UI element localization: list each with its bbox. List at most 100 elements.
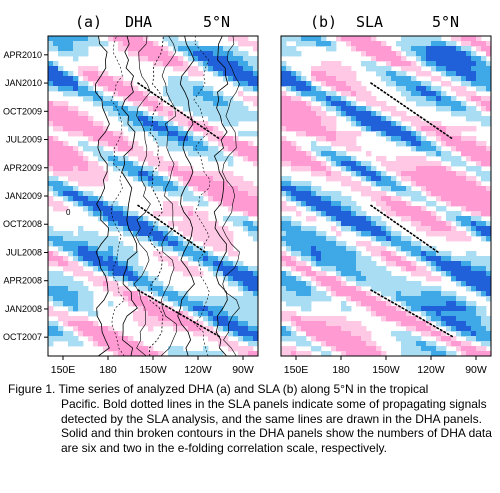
heatmap-cell: [316, 206, 322, 212]
heatmap-cell: [301, 196, 307, 202]
heatmap-cell: [381, 221, 387, 227]
heatmap-cell: [163, 86, 169, 92]
heatmap-cell: [123, 106, 129, 112]
heatmap-cell: [93, 331, 99, 337]
heatmap-cell: [183, 86, 189, 92]
heatmap-cell: [346, 246, 352, 252]
heatmap-cell: [461, 86, 467, 92]
heatmap-cell: [406, 236, 412, 242]
heatmap-cell: [416, 131, 422, 137]
heatmap-cell: [326, 96, 332, 102]
heatmap-cell: [441, 41, 447, 47]
heatmap-cell: [173, 56, 179, 62]
heatmap-cell: [108, 286, 114, 292]
heatmap-cell: [233, 346, 239, 352]
heatmap-cell: [486, 351, 491, 356]
heatmap-cell: [466, 166, 472, 172]
heatmap-cell: [396, 171, 402, 177]
heatmap-cell: [401, 191, 407, 197]
heatmap-cell: [73, 326, 79, 332]
heatmap-cell: [381, 351, 387, 356]
heatmap-cell: [83, 321, 89, 327]
heatmap-cell: [316, 296, 322, 302]
heatmap-cell: [163, 286, 169, 292]
heatmap-cell: [153, 161, 159, 167]
heatmap-cell: [301, 156, 307, 162]
heatmap-cell: [53, 286, 59, 292]
heatmap-cell: [248, 146, 254, 152]
heatmap-cell: [218, 236, 224, 242]
heatmap-cell: [426, 86, 432, 92]
heatmap-cell: [248, 116, 254, 122]
heatmap-cell: [376, 351, 382, 356]
heatmap-cell: [351, 86, 357, 92]
heatmap-cell: [441, 351, 447, 356]
heatmap-cell: [238, 71, 244, 77]
heatmap-cell: [233, 271, 239, 277]
heatmap-cell: [366, 161, 372, 167]
heatmap-cell: [53, 311, 59, 317]
heatmap-cell: [436, 216, 442, 222]
heatmap-cell: [351, 116, 357, 122]
heatmap-cell: [88, 251, 94, 257]
heatmap-cell: [456, 126, 462, 132]
heatmap-cell: [63, 261, 69, 267]
heatmap-cell: [93, 336, 99, 342]
heatmap-cell: [421, 161, 427, 167]
heatmap-cell: [113, 161, 119, 167]
heatmap-cell: [248, 226, 254, 232]
heatmap-cell: [203, 346, 209, 352]
heatmap-cell: [153, 231, 159, 237]
heatmap-cell: [173, 326, 179, 332]
heatmap-cell: [456, 111, 462, 117]
heatmap-cell: [426, 121, 432, 127]
heatmap-cell: [311, 186, 317, 192]
heatmap-cell: [356, 36, 362, 42]
heatmap-cell: [336, 141, 342, 147]
heatmap-cell: [296, 181, 302, 187]
heatmap-cell: [296, 286, 302, 292]
heatmap-cell: [456, 46, 462, 52]
heatmap-cell: [476, 226, 482, 232]
heatmap-cell: [386, 271, 392, 277]
heatmap-cell: [153, 181, 159, 187]
heatmap-cell: [73, 271, 79, 277]
heatmap-cell: [406, 36, 412, 42]
heatmap-cell: [366, 231, 372, 237]
heatmap-cell: [118, 146, 124, 152]
heatmap-cell: [341, 161, 347, 167]
heatmap-cell: [391, 161, 397, 167]
heatmap-cell: [456, 136, 462, 142]
heatmap-cell: [451, 301, 457, 307]
heatmap-cell: [386, 66, 392, 72]
heatmap-cell: [118, 336, 124, 342]
heatmap-cell: [98, 171, 104, 177]
heatmap-cell: [411, 91, 417, 97]
heatmap-cell: [481, 276, 487, 282]
heatmap-cell: [436, 191, 442, 197]
heatmap-cell: [451, 266, 457, 272]
heatmap-cell: [381, 231, 387, 237]
y-tick: OCT2008: [3, 219, 48, 229]
heatmap-cell: [461, 51, 467, 57]
heatmap-cell: [73, 166, 79, 172]
heatmap-cell: [243, 186, 249, 192]
heatmap-cell: [173, 86, 179, 92]
heatmap-cell: [238, 76, 244, 82]
heatmap-cell: [431, 311, 437, 317]
heatmap-cell: [213, 191, 219, 197]
heatmap-cell: [296, 336, 302, 342]
heatmap-cell: [406, 131, 412, 137]
heatmap-cell: [158, 106, 164, 112]
heatmap-cell: [138, 231, 144, 237]
heatmap-cell: [153, 226, 159, 232]
heatmap-cell: [301, 76, 307, 82]
heatmap-cell: [451, 191, 457, 197]
heatmap-cell: [143, 56, 149, 62]
heatmap-cell: [416, 161, 422, 167]
heatmap-cell: [441, 296, 447, 302]
heatmap-cell: [466, 346, 472, 352]
heatmap-cell: [188, 266, 194, 272]
heatmap-cell: [366, 241, 372, 247]
heatmap-cell: [301, 131, 307, 137]
